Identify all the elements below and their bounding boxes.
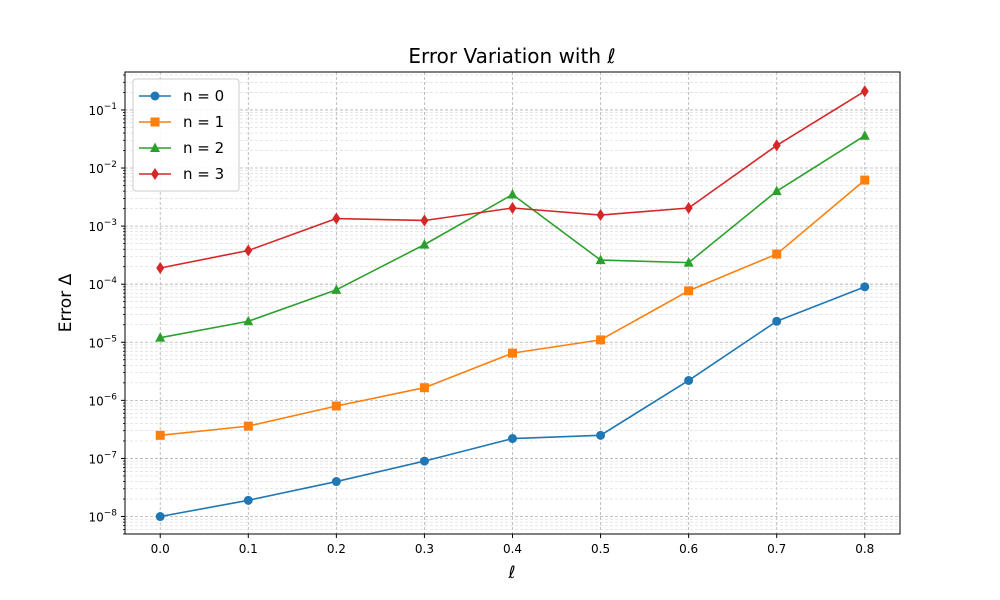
legend-marker (150, 142, 160, 152)
data-point (243, 315, 254, 326)
data-point (772, 249, 782, 259)
y-tick-base: 10 (88, 278, 103, 292)
y-tick-base: 10 (88, 336, 103, 350)
data-point (860, 282, 870, 292)
legend-box (132, 78, 240, 192)
data-point (771, 185, 782, 196)
y-tick-label: 10−7 (88, 450, 117, 466)
y-tick-base: 10 (88, 394, 103, 408)
series-1 (155, 175, 870, 440)
y-tick-label: 10−2 (88, 160, 117, 176)
y-tick-label: 10−5 (88, 334, 117, 350)
y-axis-label: Error Δ (56, 273, 76, 332)
series-layer (155, 85, 870, 522)
chart-title: Error Variation with ℓ (408, 44, 615, 68)
x-tick-label: 0.5 (591, 542, 610, 556)
data-point (419, 456, 429, 466)
data-point (596, 335, 606, 345)
data-point (596, 209, 605, 222)
legend-marker (150, 91, 160, 101)
y-tick-label: 10−6 (88, 392, 117, 408)
data-point (331, 477, 341, 487)
x-tick-label: 0.3 (415, 542, 434, 556)
x-tick-label: 0.2 (327, 542, 346, 556)
series-3 (156, 85, 869, 274)
data-point (243, 421, 253, 431)
y-tick-label: 10−8 (88, 509, 117, 525)
legend-marker (150, 117, 160, 127)
legend-item-2: n = 2 (139, 139, 224, 157)
data-point (156, 261, 165, 274)
legend-label: n = 1 (183, 113, 224, 131)
y-tick-exponent: −2 (104, 160, 117, 170)
data-point (331, 401, 341, 411)
data-point (244, 244, 253, 257)
data-point (155, 332, 166, 342)
data-point (684, 375, 694, 385)
y-tick-exponent: −7 (104, 450, 117, 460)
data-point (860, 85, 869, 98)
data-point (772, 316, 782, 326)
x-axis-label: ℓ (507, 563, 515, 583)
legend-item-1: n = 1 (139, 113, 224, 131)
data-point (420, 214, 429, 227)
y-tick-label: 10−3 (88, 218, 117, 234)
x-tick-label: 0.0 (151, 542, 170, 556)
y-tick-exponent: −4 (104, 276, 118, 286)
y-tick-exponent: −6 (104, 392, 118, 402)
x-tick-label: 0.8 (855, 542, 874, 556)
data-point (859, 130, 870, 140)
data-point (332, 212, 341, 225)
legend-label: n = 2 (183, 139, 224, 157)
data-point (860, 175, 870, 185)
legend-item-3: n = 3 (139, 165, 224, 183)
y-tick-base: 10 (88, 511, 103, 525)
y-tick-exponent: −1 (104, 102, 117, 112)
y-tick-base: 10 (88, 220, 103, 234)
x-tick-label: 0.6 (679, 542, 698, 556)
y-tick-base: 10 (88, 162, 103, 176)
y-tick-base: 10 (88, 452, 103, 466)
legend-label: n = 3 (183, 165, 224, 183)
data-point (772, 139, 781, 152)
legend-item-0: n = 0 (139, 87, 224, 105)
x-axis-ticks: 0.0 0.1 0.2 0.3 0.4 0.5 0.6 0.7 0.8 (151, 534, 874, 556)
data-point (684, 201, 693, 214)
data-point (155, 430, 165, 440)
data-point (596, 430, 606, 440)
y-tick-exponent: −8 (104, 509, 118, 519)
y-tick-label: 10−4 (88, 276, 117, 292)
x-tick-label: 0.7 (767, 542, 786, 556)
y-axis-ticks: 10−810−710−610−510−410−310−210−1 (88, 74, 125, 535)
x-tick-label: 0.1 (239, 542, 258, 556)
legend: n = 0 n = 1 n = 2 n = 3 (132, 78, 240, 192)
y-tick-label: 10−1 (88, 102, 117, 118)
y-tick-base: 10 (88, 104, 103, 118)
data-point (419, 383, 429, 393)
data-point (508, 201, 517, 214)
data-point (155, 512, 165, 522)
data-point (243, 495, 253, 505)
legend-label: n = 0 (183, 87, 224, 105)
data-point (507, 189, 518, 199)
data-point (331, 284, 342, 294)
series-2 (155, 130, 870, 342)
data-point (683, 257, 694, 267)
data-point (508, 434, 517, 444)
series-0 (155, 282, 870, 522)
data-point (595, 254, 606, 265)
data-point (508, 348, 517, 358)
data-point (684, 286, 694, 296)
data-point (419, 239, 430, 249)
x-tick-label: 0.4 (503, 542, 522, 556)
legend-marker (151, 168, 159, 180)
y-tick-exponent: −5 (104, 334, 117, 344)
y-tick-exponent: −3 (104, 218, 117, 228)
